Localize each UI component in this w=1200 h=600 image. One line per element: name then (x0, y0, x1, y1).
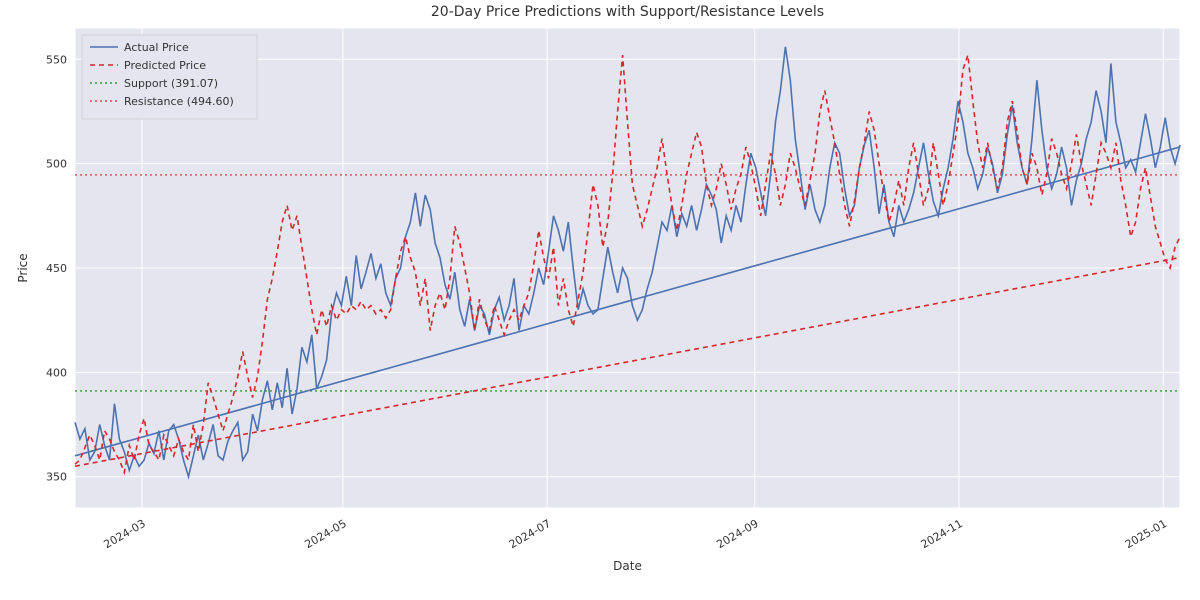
y-axis-label: Price (16, 253, 30, 282)
xtick-label: 2024-07 (507, 517, 553, 551)
ytick-label: 550 (46, 53, 67, 66)
ytick-label: 350 (46, 471, 67, 484)
xtick-label: 2024-05 (302, 517, 348, 551)
xtick-label: 2024-03 (102, 517, 148, 551)
ytick-label: 400 (46, 366, 67, 379)
legend-label-resistance: Resistance (494.60) (124, 95, 234, 108)
chart-container: 350 400 450 500 550 2024-03 2024-05 2024-07 2024… (0, 0, 1200, 600)
xtick-label: 2024-09 (714, 517, 760, 551)
xtick-label: 2025-01 (1123, 517, 1169, 551)
chart-svg: 350 400 450 500 550 2024-03 2024-05 2024-07 2024… (0, 0, 1200, 600)
legend-label-predicted: Predicted Price (124, 59, 206, 72)
chart-title: 20-Day Price Predictions with Support/Re… (431, 4, 824, 20)
ytick-label: 500 (46, 158, 67, 171)
legend-label-support: Support (391.07) (124, 77, 218, 90)
xtick-label: 2024-11 (919, 517, 965, 551)
legend-label-actual: Actual Price (124, 41, 189, 54)
x-axis-label: Date (613, 559, 642, 573)
ytick-label: 450 (46, 262, 67, 275)
